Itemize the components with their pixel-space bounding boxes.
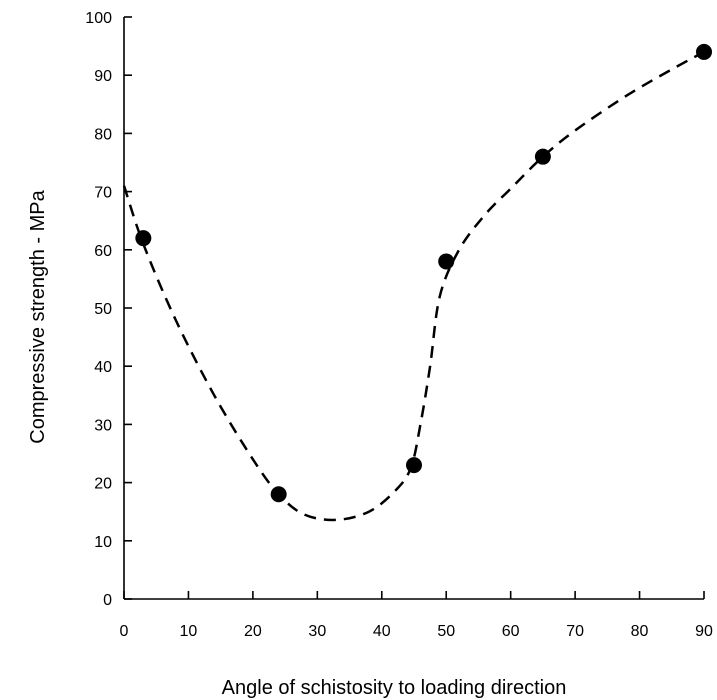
- data-point: [438, 253, 455, 270]
- x-tick-label: 60: [502, 623, 520, 640]
- x-tick-label: 20: [244, 623, 262, 640]
- data-point: [135, 230, 152, 247]
- x-tick-label: 90: [695, 623, 713, 640]
- y-tick-label: 0: [103, 592, 112, 609]
- data-point: [534, 148, 551, 165]
- y-tick-label: 90: [94, 68, 112, 85]
- x-axis-ticks: 0 10 20 30 40 50 60 70 80 90: [120, 591, 713, 640]
- y-tick-label: 20: [94, 476, 112, 493]
- y-axis-title: Compressive strength - MPa: [27, 189, 49, 443]
- x-tick-label: 30: [308, 623, 326, 640]
- x-axis-title: Angle of schistosity to loading directio…: [222, 677, 567, 699]
- data-point: [696, 43, 712, 60]
- x-tick-label: 80: [631, 623, 649, 640]
- x-tick-label: 40: [373, 623, 391, 640]
- y-axis-ticks: 0 10 20 30 40 50 60 70 80 90 100: [85, 10, 132, 609]
- y-tick-label: 70: [94, 185, 112, 202]
- y-tick-label: 50: [94, 301, 112, 318]
- y-tick-label: 60: [94, 243, 112, 260]
- data-points: [135, 43, 712, 503]
- data-point: [270, 486, 287, 503]
- fit-curve: [122, 50, 705, 522]
- y-tick-label: 80: [94, 126, 112, 143]
- x-tick-label: 70: [566, 623, 584, 640]
- x-tick-label: 0: [120, 623, 129, 640]
- y-tick-label: 40: [94, 359, 112, 376]
- x-tick-label: 50: [437, 623, 455, 640]
- y-tick-label: 10: [94, 534, 112, 551]
- data-point: [406, 457, 422, 474]
- y-tick-label: 100: [85, 10, 112, 27]
- y-tick-label: 30: [94, 417, 112, 434]
- x-tick-label: 10: [180, 623, 198, 640]
